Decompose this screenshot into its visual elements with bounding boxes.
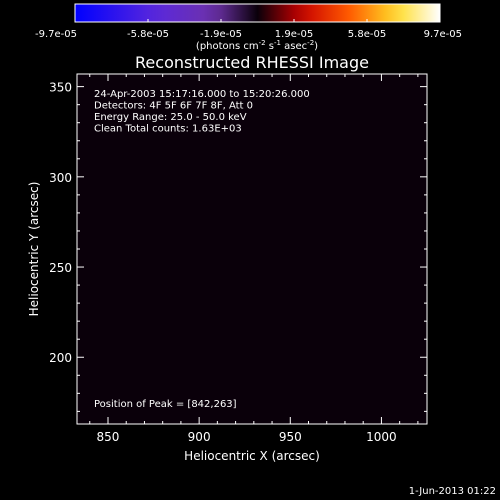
- chart-title: Reconstructed RHESSI Image: [135, 53, 369, 72]
- colorbar-tick-label: 5.8e-05: [348, 29, 386, 40]
- annotation-line: Clean Total counts: 1.63E+03: [94, 124, 242, 135]
- peak-position-label: Position of Peak = [842,263]: [94, 399, 237, 410]
- x-tick-label: 950: [279, 430, 302, 444]
- x-axis-label: Heliocentric X (arcsec): [184, 449, 320, 463]
- colorbar-tick-label: 1.9e-05: [275, 29, 313, 40]
- colorbar-tick-label: -1.9e-05: [200, 29, 242, 40]
- colorbar-tick-label: -9.7e-05: [35, 29, 77, 40]
- colorbar-tick-label: 9.7e-05: [424, 29, 462, 40]
- annotation-line: Detectors: 4F 5F 6F 7F 8F, Att 0: [94, 101, 253, 112]
- colorbar-tick-label: -5.8e-05: [127, 29, 169, 40]
- footer-date: 1-Jun-2013 01:22: [408, 486, 496, 497]
- y-tick-label: 200: [49, 351, 72, 365]
- y-tick-label: 300: [49, 171, 72, 185]
- y-tick-label: 250: [49, 261, 72, 275]
- colorbar-units-label: (photons cm-2 s-1 asec-2): [196, 39, 318, 52]
- y-axis-label: Heliocentric Y (arcsec): [27, 182, 41, 317]
- y-tick-label: 350: [49, 81, 72, 95]
- x-tick-label: 850: [97, 430, 120, 444]
- x-tick-label: 900: [188, 430, 211, 444]
- heatmap-background: [77, 74, 427, 424]
- annotation-line: 24-Apr-2003 15:17:16.000 to 15:20:26.000: [94, 89, 310, 100]
- annotation-line: Energy Range: 25.0 - 50.0 keV: [94, 112, 247, 123]
- colorbar: [74, 3, 441, 23]
- x-tick-label: 1000: [366, 430, 397, 444]
